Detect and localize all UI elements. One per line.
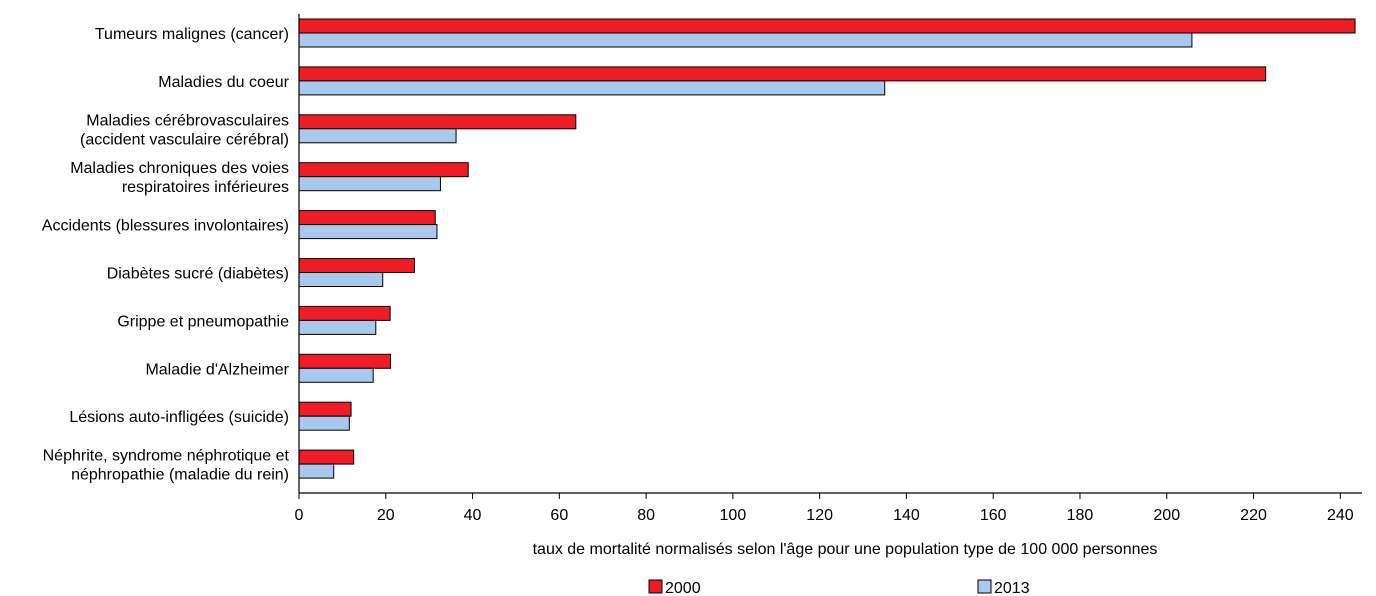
x-tick-label-2: 40 <box>464 507 482 524</box>
bar-2013-8 <box>298 415 350 431</box>
bar-2000-9 <box>298 449 355 465</box>
x-tick-label-8: 160 <box>980 507 1007 524</box>
bar-2000-0 <box>298 18 1356 34</box>
category-label-2-0: Maladies cérébrovasculaires <box>86 112 289 129</box>
bar-2013-5 <box>298 272 384 287</box>
bar-2000-1 <box>298 66 1267 82</box>
category-label-7-0: Maladie d'Alzheimer <box>145 361 289 378</box>
legend-label-2000: 2000 <box>665 580 701 596</box>
x-axis-title: taux de mortalité normalisés selon l'âge… <box>533 541 1158 558</box>
x-tick-label-3: 60 <box>550 507 568 524</box>
x-tick-label-7: 140 <box>893 507 920 524</box>
category-labels: Tumeurs malignes (cancer) Maladies du coe… <box>42 26 290 484</box>
legend-label-2013: 2013 <box>994 580 1030 596</box>
bar-2000-4 <box>298 210 436 226</box>
bar-2013-2 <box>298 128 457 144</box>
bar-2000-3 <box>298 162 469 178</box>
legend-swatch-2000 <box>648 579 663 594</box>
bar-2013-6 <box>298 319 377 335</box>
bar-2000-2 <box>298 114 577 130</box>
bar-2000-8 <box>298 401 352 417</box>
bar-2013-4 <box>298 224 438 240</box>
bars-group <box>298 18 1356 479</box>
bar-2000-5 <box>298 258 415 273</box>
category-label-2-1: (accident vasculaire cérébral) <box>80 131 289 148</box>
x-tick-label-0: 0 <box>295 507 304 524</box>
category-label-4-0: Accidents (blessures involontaires) <box>42 218 289 235</box>
category-label-9-1: néphropathie (maladie du rein) <box>71 467 289 484</box>
legend-swatch-2013 <box>977 579 992 594</box>
category-label-1-0: Maladies du coeur <box>158 74 289 91</box>
x-tick-label-12: 240 <box>1327 507 1354 524</box>
x-tick-label-11: 220 <box>1240 507 1267 524</box>
category-label-5-0: Diabètes sucré (diabètes) <box>107 266 289 283</box>
bar-2000-7 <box>298 353 392 369</box>
bar-2013-9 <box>298 463 335 479</box>
category-label-6-0: Grippe et pneumopathie <box>117 313 289 330</box>
bar-2000-6 <box>298 305 391 321</box>
legend: 2000 2013 <box>648 579 1030 596</box>
x-tick-label-9: 180 <box>1067 507 1094 524</box>
category-label-8-0: Lésions auto-infligées (suicide) <box>69 409 289 426</box>
category-label-9-0: Néphrite, syndrome néphrotique et <box>43 448 290 465</box>
bar-2013-1 <box>298 80 886 96</box>
category-label-3-0: Maladies chroniques des voies <box>70 160 289 177</box>
category-label-0-0: Tumeurs malignes (cancer) <box>95 26 289 43</box>
x-tick-label-1: 20 <box>377 507 395 524</box>
x-tick-label-6: 120 <box>806 507 833 524</box>
bar-2013-3 <box>298 176 441 192</box>
bar-2013-7 <box>298 367 374 383</box>
x-tick-label-4: 80 <box>637 507 655 524</box>
bar-2013-0 <box>298 32 1193 48</box>
x-tick-label-10: 200 <box>1153 507 1180 524</box>
category-label-3-1: respiratoires inférieures <box>122 179 289 196</box>
x-axis-ticks: 0 20 40 60 80 100 120 140 160 180 200 220 240 <box>295 493 1354 524</box>
x-tick-label-5: 100 <box>720 507 747 524</box>
